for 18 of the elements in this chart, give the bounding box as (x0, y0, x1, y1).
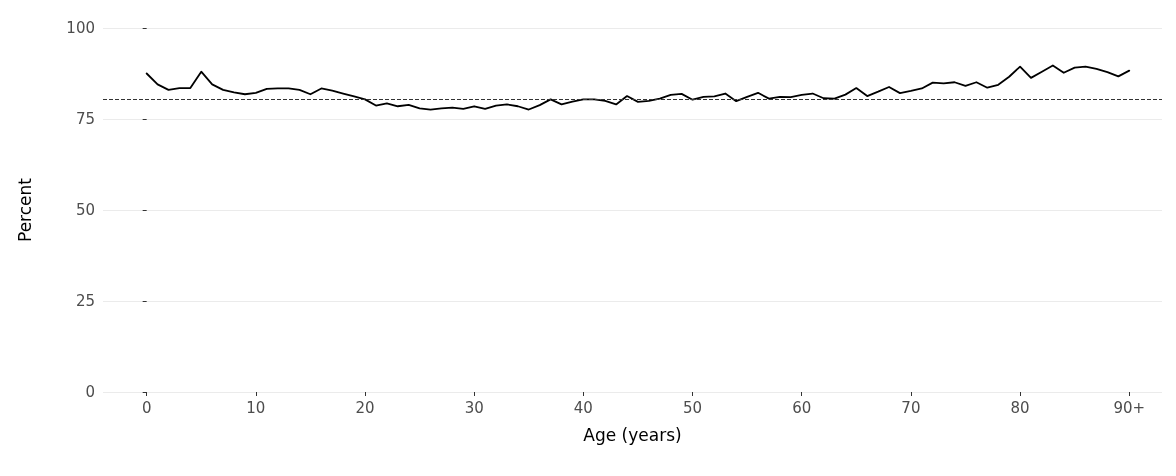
x-tick-label: 80 (1010, 398, 1030, 417)
y-axis-title: Percent (14, 177, 35, 242)
y-tick-label: 25 (75, 292, 95, 310)
line-series (145, 64, 1131, 111)
x-tick-label: 40 (573, 398, 593, 417)
x-tick-label: 60 (792, 398, 812, 417)
x-axis-title: Age (years) (583, 424, 682, 445)
x-tick-label: 50 (683, 398, 703, 417)
x-tick-label: 70 (901, 398, 921, 417)
y-tick-label: 100 (66, 19, 95, 37)
x-tick-label: 0 (141, 398, 152, 417)
y-tick-label: 50 (75, 201, 95, 219)
x-tick-label: 10 (246, 398, 266, 417)
x-tick-label: 20 (355, 398, 375, 417)
x-tick-label: 90+ (1113, 398, 1146, 417)
y-tick-label: 0 (85, 383, 95, 401)
x-tick-label: 30 (464, 398, 484, 417)
y-tick-label: 75 (75, 110, 95, 128)
